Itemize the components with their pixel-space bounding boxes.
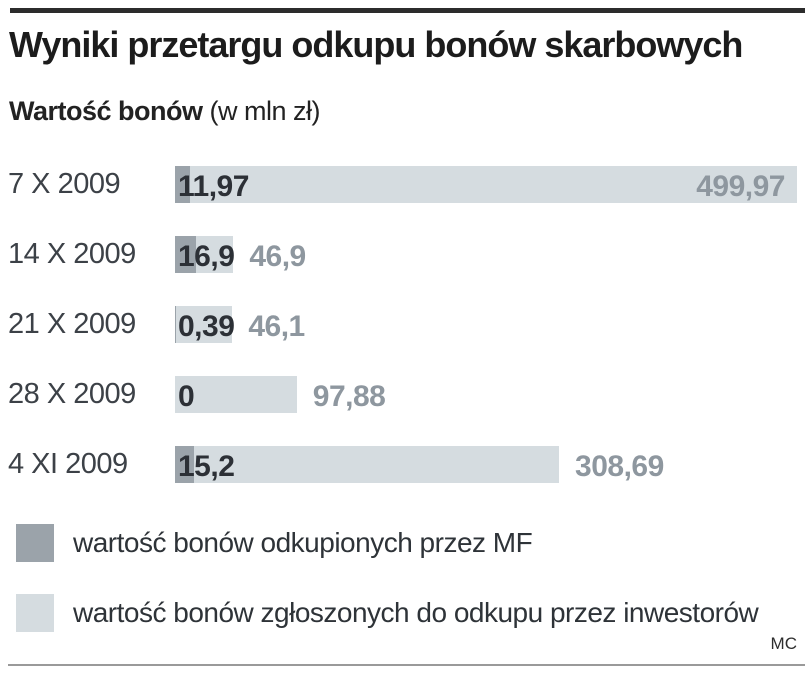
bottom-rule: [8, 664, 805, 666]
bar-track: 0,39 46,1: [175, 306, 805, 343]
chart-row: 28 X 2009 0 97,88: [0, 376, 805, 413]
date-label: 14 X 2009: [8, 238, 136, 270]
value-label-investors: 46,1: [248, 310, 305, 343]
value-label-mf: 11,97: [178, 170, 249, 203]
bar-track: 16,9 46,9: [175, 236, 805, 273]
value-label-investors: 46,9: [249, 240, 306, 273]
bar-mf: [175, 446, 194, 483]
chart-subtitle: Wartość bonów (w mln zł): [9, 96, 320, 127]
date-label: 28 X 2009: [8, 378, 136, 410]
bar-track: 15,2 308,69: [175, 446, 805, 483]
date-label: 7 X 2009: [8, 168, 121, 200]
value-label-investors: 97,88: [312, 380, 386, 413]
value-label-mf: 16,9: [178, 240, 235, 273]
bar-investors: [175, 166, 797, 203]
bar-mf: [175, 306, 176, 343]
value-label-investors: 499,97: [696, 170, 785, 203]
date-label: 4 XI 2009: [8, 448, 128, 480]
credit: MC: [770, 634, 797, 653]
bar-investors: [175, 306, 233, 343]
bar-mf: [175, 236, 196, 273]
top-rule: [10, 8, 805, 13]
value-label-mf: 15,2: [178, 450, 235, 483]
subtitle-bold-text: Wartość bonów: [9, 96, 203, 126]
date-label: 21 X 2009: [8, 308, 136, 340]
chart-row: 4 XI 2009 15,2 308,69: [0, 446, 805, 483]
bar-mf: [175, 166, 190, 203]
bar-investors: [175, 376, 297, 413]
value-label-mf: 0,39: [178, 310, 235, 343]
chart-row: 14 X 2009 16,9 46,9: [0, 236, 805, 273]
value-label-investors: 308,69: [575, 450, 664, 483]
value-label-mf: 0: [178, 380, 195, 413]
page-title: Wyniki przetargu odkupu bonów skarbowych: [9, 24, 743, 65]
bar-track: 11,97 499,97: [175, 166, 805, 203]
chart-row: 21 X 2009 0,39 46,1: [0, 306, 805, 343]
subtitle-units-text: (w mln zł): [202, 96, 321, 126]
bar-investors: [175, 446, 559, 483]
chart-row: 7 X 2009 11,97 499,97: [0, 166, 805, 203]
bar-track: 0 97,88: [175, 376, 805, 413]
